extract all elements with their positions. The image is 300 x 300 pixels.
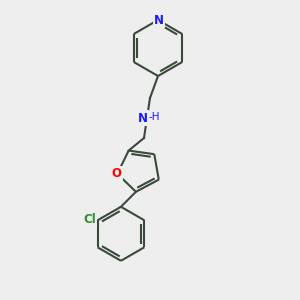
Text: Cl: Cl — [83, 213, 96, 226]
Text: O: O — [111, 167, 121, 180]
Text: N: N — [138, 112, 148, 124]
Text: -H: -H — [148, 112, 160, 122]
Text: N: N — [154, 14, 164, 26]
